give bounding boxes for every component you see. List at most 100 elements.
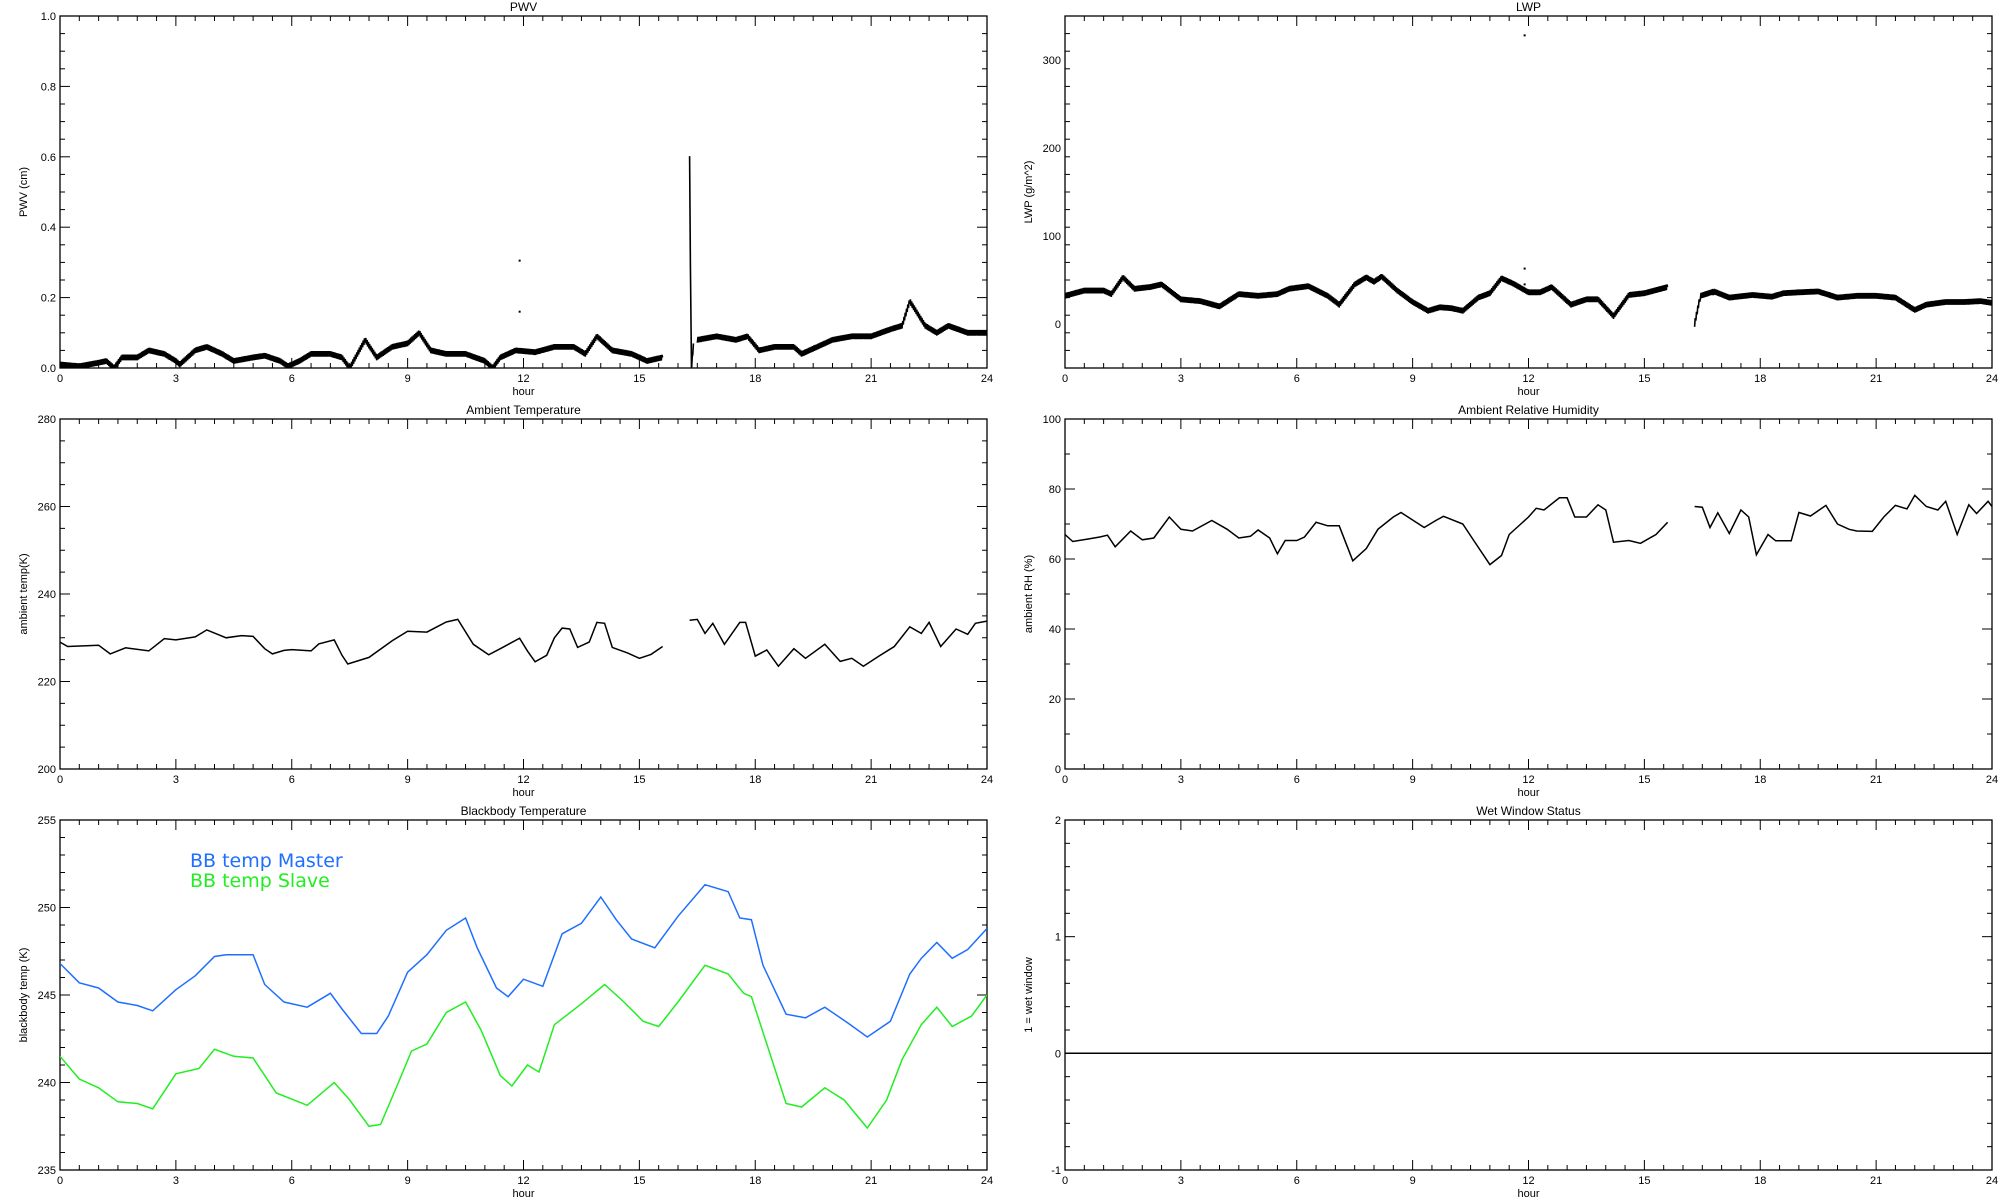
x-axis-label: hour: [512, 1188, 534, 1200]
x-tick-label: 21: [865, 774, 877, 786]
x-tick-label: 3: [1178, 1175, 1184, 1187]
y-axis-label: 1 = wet window: [1023, 957, 1035, 1033]
x-tick-label: 0: [1062, 1175, 1068, 1187]
legend-entry-bb-temp-slave: BB temp Slave: [190, 870, 330, 892]
chart-ambient-relative-humidity: Ambient Relative Humidity 0 3 6 9 12 15 18 21 24 h…: [1023, 403, 1998, 799]
x-tick-label: 21: [1870, 774, 1882, 786]
x-tick-label: 3: [173, 774, 179, 786]
x-tick-label: 15: [633, 1175, 645, 1187]
x-tick-label: 18: [749, 774, 761, 786]
series-line: [60, 964, 987, 1130]
data-point: [518, 310, 521, 313]
series-line: [1694, 494, 1992, 557]
chart-title: Blackbody Temperature: [461, 804, 587, 818]
data-series: [1065, 274, 1992, 327]
plot-frame: [59, 15, 988, 369]
y-tick-label: 245: [38, 990, 56, 1002]
y-tick-label: 0.2: [41, 293, 56, 305]
chart-pwv: PWV 0 3 6 9 12 15 18 21 24 hour 0.0 0.2 0.4 0.6 0.8 1.0 P…: [18, 0, 993, 398]
x-tick-label: 3: [1178, 373, 1184, 385]
x-tick-label: 9: [1410, 774, 1416, 786]
y-tick-label: 220: [38, 677, 56, 689]
y-axis-label: ambient temp(K): [18, 553, 30, 634]
x-tick-label: 24: [1986, 373, 1998, 385]
series-line: [689, 618, 987, 668]
y-tick-label: 255: [38, 815, 56, 827]
series-line: [688, 156, 695, 368]
x-tick-label: 9: [405, 774, 411, 786]
series-line: [1693, 288, 1992, 327]
y-tick-label: 2: [1055, 815, 1061, 827]
x-tick-label: 9: [405, 1175, 411, 1187]
chart-lwp: LWP 0 3 6 9 12 15 18 21 24 hour 0 100 200 300 LWP (g/m^…: [1023, 0, 1998, 398]
y-tick-label: 1.0: [41, 11, 56, 23]
chart-title: Ambient Temperature: [466, 403, 581, 417]
y-tick-label: 20: [1049, 694, 1061, 706]
x-tick-label: 0: [57, 1175, 63, 1187]
x-tick-label: 3: [173, 1175, 179, 1187]
data-point: [1523, 34, 1526, 37]
y-axis-label: ambient RH (%): [1023, 555, 1035, 633]
x-tick-label: 12: [517, 774, 529, 786]
x-tick-label: 15: [633, 774, 645, 786]
x-tick-label: 3: [1178, 774, 1184, 786]
y-tick-label: 200: [38, 764, 56, 776]
series-line: [60, 883, 987, 1038]
series-line: [60, 330, 664, 368]
x-tick-label: 21: [865, 1175, 877, 1187]
x-tick-label: 6: [289, 1175, 295, 1187]
x-tick-label: 15: [633, 373, 645, 385]
x-tick-label: 18: [749, 373, 761, 385]
series-line: [60, 618, 664, 665]
x-tick-label: 12: [1522, 1175, 1534, 1187]
y-tick-label: 0.6: [41, 152, 56, 164]
x-tick-label: 6: [289, 373, 295, 385]
x-tick-label: 0: [57, 373, 63, 385]
y-tick-label: 300: [1043, 55, 1061, 67]
x-tick-label: 6: [289, 774, 295, 786]
chart-title: PWV: [510, 0, 537, 14]
x-tick-label: 18: [749, 1175, 761, 1187]
x-tick-label: 0: [1062, 774, 1068, 786]
y-tick-label: 250: [38, 903, 56, 915]
x-tick-label: 21: [1870, 1175, 1882, 1187]
x-tick-label: 0: [57, 774, 63, 786]
plot-frame: [1064, 418, 1993, 770]
x-axis-label: hour: [512, 787, 534, 799]
plot-frame: [59, 418, 988, 770]
y-tick-label: 0: [1055, 319, 1061, 331]
x-tick-label: 9: [1410, 373, 1416, 385]
x-tick-label: 3: [173, 373, 179, 385]
x-tick-label: 12: [517, 1175, 529, 1187]
chart-ambient-temperature: Ambient Temperature 0 3 6 9 12 15 18 21 24 hour 200…: [18, 403, 993, 799]
x-tick-label: 0: [1062, 373, 1068, 385]
x-tick-label: 21: [865, 373, 877, 385]
y-axis-label: LWP (g/m^2): [1023, 161, 1035, 224]
chart-title: Ambient Relative Humidity: [1458, 403, 1599, 417]
x-axis-label: hour: [1517, 386, 1539, 398]
chart-title: Wet Window Status: [1476, 804, 1580, 818]
y-tick-label: 80: [1049, 484, 1061, 496]
x-tick-label: 6: [1294, 1175, 1300, 1187]
x-tick-label: 6: [1294, 774, 1300, 786]
x-tick-label: 24: [981, 1175, 993, 1187]
data-point: [1523, 283, 1526, 286]
y-tick-label: 100: [1043, 414, 1061, 426]
data-series: [60, 156, 987, 368]
x-tick-label: 12: [517, 373, 529, 385]
x-tick-label: 6: [1294, 373, 1300, 385]
data-point: [1523, 267, 1526, 270]
y-axis-label: PWV (cm): [18, 167, 30, 217]
plot-frame: [1064, 819, 1993, 1171]
y-tick-label: 235: [38, 1165, 56, 1177]
chart-title: LWP: [1516, 0, 1541, 14]
y-axis-label: blackbody temp (K): [18, 948, 30, 1043]
x-tick-label: 12: [1522, 373, 1534, 385]
y-tick-label: 60: [1049, 554, 1061, 566]
x-axis-label: hour: [1517, 1188, 1539, 1200]
y-tick-label: 280: [38, 414, 56, 426]
data-point: [518, 259, 521, 262]
x-tick-label: 24: [981, 373, 993, 385]
y-tick-label: -1: [1051, 1165, 1061, 1177]
